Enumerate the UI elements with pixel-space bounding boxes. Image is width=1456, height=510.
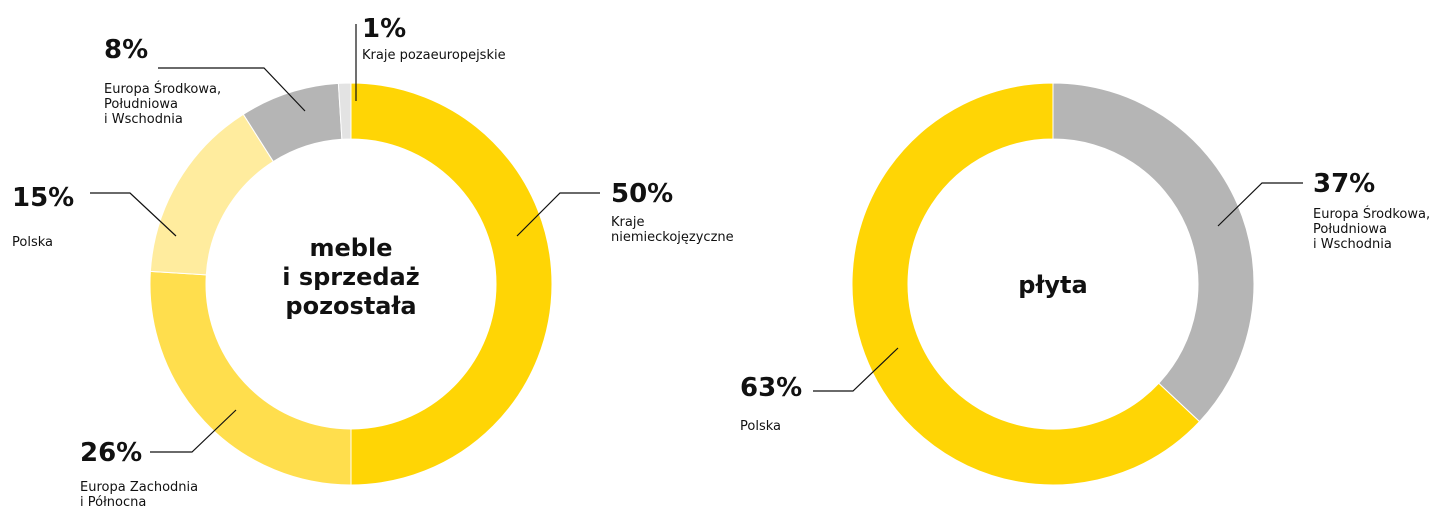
- slice-category-label: i Wschodnia: [1313, 237, 1392, 252]
- donut-slices: [851, 82, 1255, 486]
- leader-line: [158, 67, 306, 112]
- center-label-line: pozostała: [285, 292, 416, 320]
- slice-percent-label: 1%: [362, 14, 406, 44]
- slice-category-label: Europa Środkowa,: [1313, 206, 1430, 222]
- slice-percent-label: 63%: [740, 373, 802, 403]
- donut-slices: [149, 82, 553, 486]
- slice-percent-label: 26%: [80, 438, 142, 468]
- donut-slice: [851, 82, 1201, 486]
- center-label-line: meble: [310, 234, 393, 262]
- slice-percent-label: 37%: [1313, 169, 1375, 199]
- donut-slice: [337, 82, 352, 140]
- center-label: płyta: [1018, 271, 1087, 299]
- leader-line: [150, 409, 237, 453]
- slice-category-label: Polska: [12, 235, 53, 250]
- donut-slice: [350, 82, 553, 486]
- slice-category-label: Europa Zachodnia: [80, 480, 198, 495]
- slice-category-label: Kraje pozaeuropejskie: [362, 48, 506, 63]
- slice-category-label: i Północna: [80, 495, 146, 510]
- center-label-line: i sprzedaż: [282, 263, 419, 291]
- center-label-line: płyta: [1018, 271, 1087, 299]
- slice-percent-label: 15%: [12, 183, 74, 213]
- slice-category-label: Kraje: [611, 215, 644, 230]
- leader-lines: [90, 24, 600, 453]
- center-label: meble i sprzedaż pozostała: [282, 234, 419, 320]
- slice-category-label: Południowa: [104, 97, 178, 112]
- slice-percent-label: 8%: [104, 35, 148, 65]
- slice-category-label: niemieckojęzyczne: [611, 230, 734, 245]
- donut-slice: [1052, 82, 1255, 423]
- slice-category-label: Południowa: [1313, 222, 1387, 237]
- slice-category-label: i Wschodnia: [104, 112, 183, 127]
- leader-line: [1217, 182, 1303, 227]
- donut-slice: [149, 113, 274, 276]
- leader-lines: [813, 182, 1303, 392]
- leader-line: [90, 192, 177, 237]
- slice-category-label: Europa Środkowa,: [104, 81, 221, 97]
- leader-line: [516, 192, 600, 237]
- slice-percent-label: 50%: [611, 179, 673, 209]
- slice-category-label: Polska: [740, 419, 781, 434]
- leader-line: [813, 347, 899, 392]
